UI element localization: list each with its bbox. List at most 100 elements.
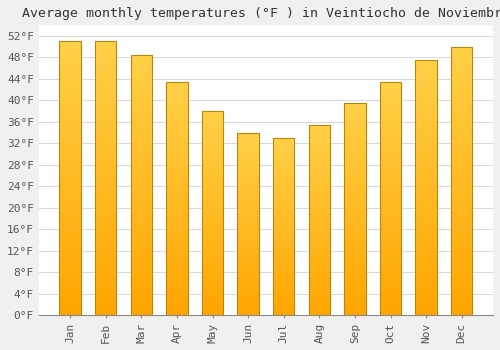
- Bar: [451, 138, 472, 141]
- Bar: [308, 136, 330, 138]
- Bar: [202, 124, 223, 125]
- Bar: [60, 58, 81, 61]
- Bar: [308, 228, 330, 229]
- Bar: [130, 227, 152, 229]
- Bar: [95, 195, 116, 197]
- Bar: [130, 146, 152, 148]
- Bar: [344, 173, 366, 175]
- Bar: [238, 237, 259, 238]
- Bar: [273, 306, 294, 308]
- Bar: [130, 268, 152, 271]
- Bar: [166, 103, 188, 105]
- Bar: [308, 147, 330, 149]
- Bar: [380, 257, 401, 259]
- Bar: [60, 41, 81, 315]
- Bar: [308, 218, 330, 220]
- Bar: [202, 213, 223, 215]
- Bar: [238, 262, 259, 264]
- Bar: [166, 156, 188, 159]
- Bar: [416, 264, 437, 267]
- Bar: [344, 164, 366, 167]
- Bar: [308, 149, 330, 151]
- Bar: [273, 144, 294, 145]
- Bar: [95, 83, 116, 85]
- Bar: [95, 274, 116, 277]
- Bar: [95, 244, 116, 247]
- Bar: [451, 114, 472, 117]
- Bar: [380, 154, 401, 156]
- Bar: [130, 55, 152, 315]
- Bar: [273, 209, 294, 211]
- Bar: [451, 144, 472, 146]
- Bar: [380, 215, 401, 217]
- Bar: [380, 240, 401, 243]
- Bar: [166, 224, 188, 226]
- Bar: [95, 91, 116, 93]
- Bar: [95, 192, 116, 195]
- Bar: [451, 68, 472, 71]
- Bar: [451, 111, 472, 114]
- Bar: [130, 313, 152, 315]
- Bar: [130, 190, 152, 193]
- Bar: [416, 139, 437, 142]
- Bar: [238, 191, 259, 193]
- Bar: [202, 280, 223, 282]
- Bar: [344, 209, 366, 211]
- Bar: [451, 197, 472, 200]
- Bar: [202, 268, 223, 270]
- Bar: [130, 167, 152, 169]
- Bar: [308, 304, 330, 306]
- Bar: [202, 254, 223, 256]
- Title: Average monthly temperatures (°F ) in Veintiocho de Noviembre: Average monthly temperatures (°F ) in Ve…: [22, 7, 500, 20]
- Bar: [344, 146, 366, 148]
- Bar: [380, 147, 401, 149]
- Bar: [95, 126, 116, 129]
- Bar: [451, 299, 472, 302]
- Bar: [451, 63, 472, 65]
- Bar: [202, 154, 223, 156]
- Bar: [308, 287, 330, 288]
- Bar: [416, 83, 437, 86]
- Bar: [451, 103, 472, 106]
- Bar: [308, 206, 330, 209]
- Bar: [308, 233, 330, 235]
- Bar: [238, 145, 259, 147]
- Bar: [416, 259, 437, 261]
- Bar: [202, 132, 223, 134]
- Bar: [60, 277, 81, 280]
- Bar: [166, 126, 188, 128]
- Bar: [308, 161, 330, 163]
- Bar: [344, 260, 366, 262]
- Bar: [166, 313, 188, 315]
- Bar: [166, 252, 188, 254]
- Bar: [308, 277, 330, 279]
- Bar: [380, 259, 401, 261]
- Bar: [273, 219, 294, 221]
- Bar: [416, 114, 437, 116]
- Bar: [202, 164, 223, 166]
- Bar: [451, 229, 472, 232]
- Bar: [380, 182, 401, 184]
- Bar: [238, 246, 259, 248]
- Bar: [166, 254, 188, 257]
- Bar: [95, 187, 116, 189]
- Bar: [60, 41, 81, 44]
- Bar: [308, 288, 330, 290]
- Bar: [130, 289, 152, 292]
- Bar: [166, 294, 188, 296]
- Bar: [95, 167, 116, 170]
- Bar: [130, 73, 152, 76]
- Bar: [416, 282, 437, 285]
- Bar: [95, 134, 116, 137]
- Bar: [202, 236, 223, 238]
- Bar: [238, 302, 259, 304]
- Bar: [416, 267, 437, 269]
- Bar: [238, 151, 259, 153]
- Bar: [202, 276, 223, 279]
- Bar: [130, 65, 152, 68]
- Bar: [130, 253, 152, 255]
- Bar: [238, 200, 259, 202]
- Bar: [344, 122, 366, 124]
- Bar: [308, 308, 330, 309]
- Bar: [238, 175, 259, 176]
